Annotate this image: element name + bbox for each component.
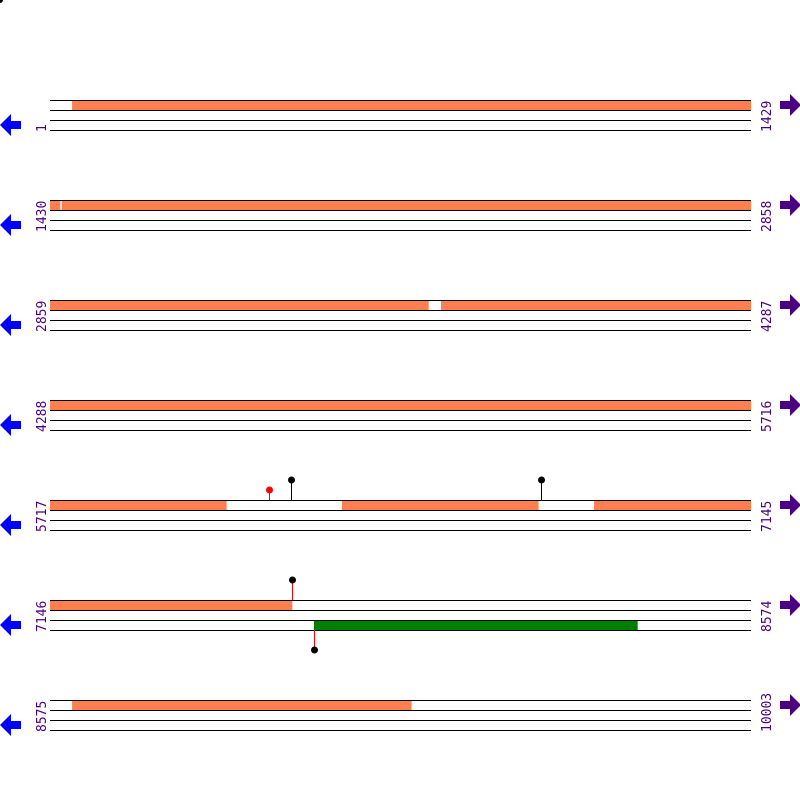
sequence-row: 8575 10003: [0, 693, 800, 736]
orange-feature[interactable]: [61, 200, 752, 210]
row-end-label: 8574: [760, 601, 775, 632]
arrow-left-icon[interactable]: [0, 214, 21, 236]
row-start-label: 5717: [35, 501, 50, 532]
sequence-row: 7146 8574: [0, 576, 800, 654]
arrow-right-icon[interactable]: [780, 94, 800, 116]
pin-marker[interactable]: [289, 576, 296, 584]
arrow-left-icon[interactable]: [0, 514, 21, 536]
arrow-left-icon[interactable]: [0, 714, 21, 736]
row-end-label: 5716: [760, 401, 775, 432]
arrow-right-icon[interactable]: [780, 494, 800, 516]
arrow-left-icon[interactable]: [0, 314, 21, 336]
row-end-label: 1429: [760, 101, 775, 132]
row-start-label: 8575: [35, 701, 50, 732]
arrow-left-icon[interactable]: [0, 614, 21, 636]
pin-marker[interactable]: [538, 476, 545, 484]
orange-feature[interactable]: [72, 100, 751, 110]
orange-feature[interactable]: [50, 200, 61, 210]
arrow-left-icon[interactable]: [0, 114, 21, 136]
orange-feature[interactable]: [50, 600, 293, 610]
sequence-row: 1430 2858: [0, 194, 800, 236]
row-start-label: 2859: [35, 301, 50, 332]
sequence-row: 5717 7145: [0, 476, 800, 536]
arrow-right-icon[interactable]: [780, 294, 800, 316]
row-end-label: 10003: [760, 693, 775, 732]
arrow-right-icon[interactable]: [780, 594, 800, 616]
orange-feature[interactable]: [50, 300, 429, 310]
orange-feature[interactable]: [341, 500, 539, 510]
pin-marker[interactable]: [311, 646, 318, 654]
orange-feature[interactable]: [594, 500, 751, 510]
row-start-label: 1: [35, 124, 50, 132]
orange-feature[interactable]: [440, 300, 751, 310]
orange-feature[interactable]: [50, 500, 227, 510]
row-end-label: 4287: [760, 301, 775, 332]
row-start-label: 1430: [35, 201, 50, 232]
orange-feature[interactable]: [50, 400, 751, 410]
row-end-label: 2858: [760, 201, 775, 232]
row-end-label: 7145: [760, 501, 775, 532]
arrow-right-icon[interactable]: [780, 394, 800, 416]
arrow-right-icon[interactable]: [780, 694, 800, 716]
arrow-left-icon[interactable]: [0, 414, 21, 436]
orange-feature[interactable]: [72, 700, 412, 710]
row-start-label: 7146: [35, 601, 50, 632]
sequence-row: 1 1429: [0, 94, 800, 136]
arrow-right-icon[interactable]: [780, 194, 800, 216]
green-feature[interactable]: [313, 620, 638, 630]
sequence-row: 4288 5716: [0, 394, 800, 436]
sequence-row: 2859 4287: [0, 294, 800, 336]
row-start-label: 4288: [35, 401, 50, 432]
corner-dot: [0, 0, 3, 3]
pin-marker[interactable]: [266, 486, 273, 494]
pin-marker[interactable]: [288, 476, 295, 484]
